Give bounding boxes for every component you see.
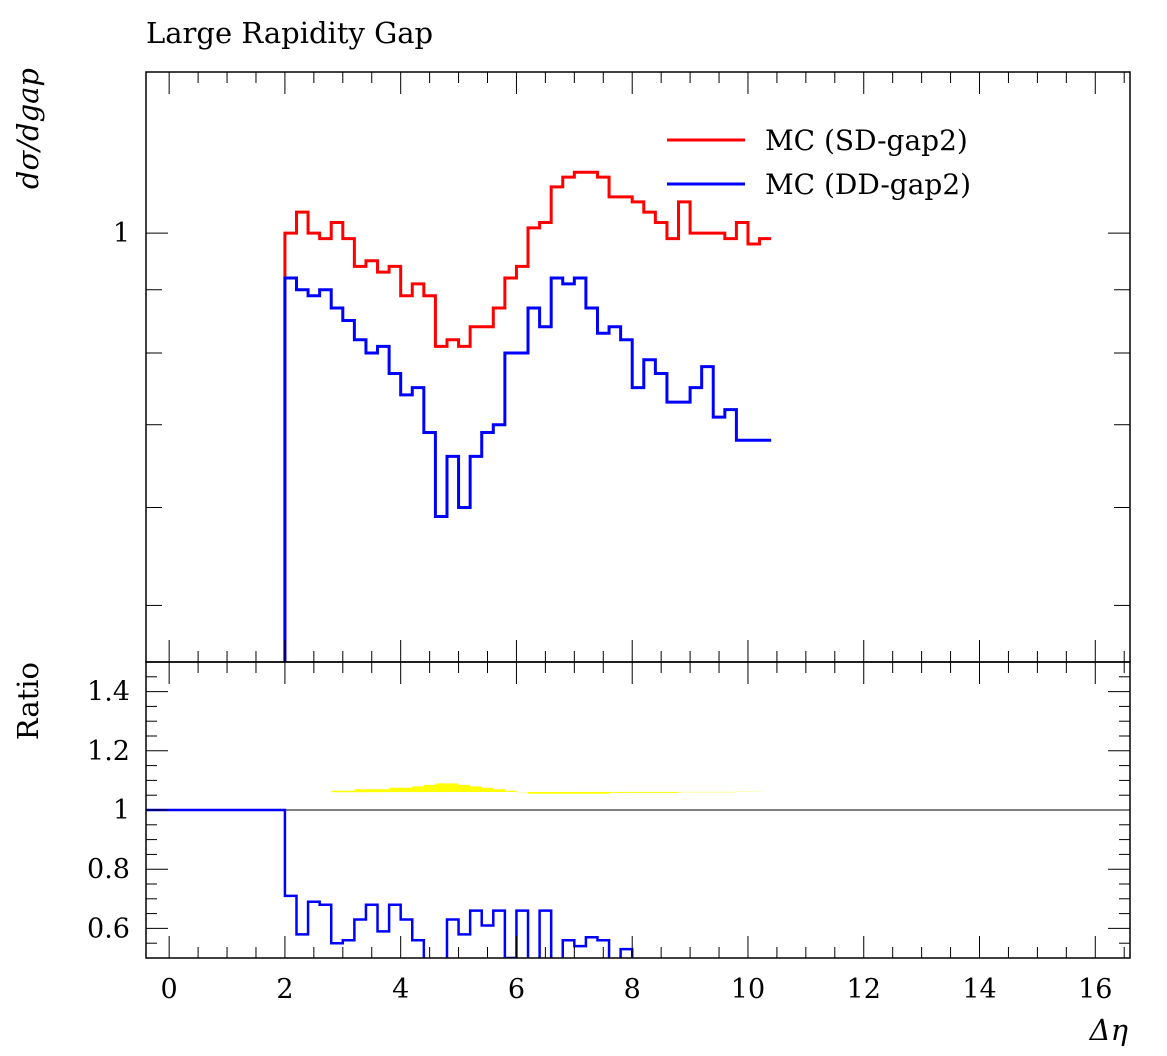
x-tick-label: 4 — [392, 974, 409, 1005]
ratio-y-tick-label: 0.6 — [87, 913, 130, 944]
ratio-uncertainty-band — [284, 783, 772, 794]
x-tick-label: 8 — [624, 974, 641, 1005]
ratio-y-tick-label: 0.8 — [87, 854, 130, 885]
ratio-y-tick-label: 1.4 — [87, 677, 130, 708]
ratio-plot-area — [146, 783, 1130, 958]
x-tick-label: 12 — [847, 974, 881, 1005]
chart-title: Large Rapidity Gap — [146, 16, 433, 50]
histogram-line-sd-gap2 — [283, 170, 772, 662]
y-tick-label: 1 — [113, 218, 130, 249]
x-tick-label: 0 — [161, 974, 178, 1005]
main-frame — [145, 71, 1131, 663]
main-panel: 1 — [113, 71, 1131, 663]
ratio-axis-label: Ratio — [11, 662, 45, 740]
legend-label-dd-gap2: MC (DD-gap2) — [765, 168, 971, 201]
ratio-panel: 0 2 4 6 8 10 12 14 16 0.6 0.8 1 1.2 1.4 — [87, 661, 1131, 1005]
y-axis-label: dσ/dgap — [11, 68, 45, 189]
ratio-y-tick-label: 1 — [113, 795, 130, 826]
legend: MC (SD-gap2) MC (DD-gap2) — [667, 124, 971, 201]
x-tick-label: 2 — [276, 974, 293, 1005]
x-tick-label: 6 — [508, 974, 525, 1005]
ratio-y-tick-label: 1.2 — [87, 736, 130, 767]
histogram-line-dd-gap2 — [283, 276, 772, 662]
legend-label-sd-gap2: MC (SD-gap2) — [765, 124, 968, 157]
x-axis-label: Δη — [1089, 1013, 1129, 1047]
x-tick-label: 16 — [1078, 974, 1112, 1005]
x-tick-label: 14 — [962, 974, 996, 1005]
x-tick-label: 10 — [731, 974, 765, 1005]
ratio-line — [146, 808, 634, 958]
main-plot-area — [283, 170, 772, 662]
